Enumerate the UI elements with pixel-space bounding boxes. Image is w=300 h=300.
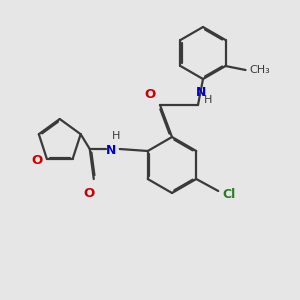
Text: N: N (196, 86, 206, 99)
Text: N: N (106, 143, 116, 157)
Text: O: O (144, 88, 156, 101)
Text: Cl: Cl (222, 188, 236, 202)
Text: H: H (204, 95, 212, 105)
Text: H: H (112, 131, 120, 141)
Text: O: O (31, 154, 42, 167)
Text: O: O (83, 187, 94, 200)
Text: CH₃: CH₃ (250, 65, 270, 75)
